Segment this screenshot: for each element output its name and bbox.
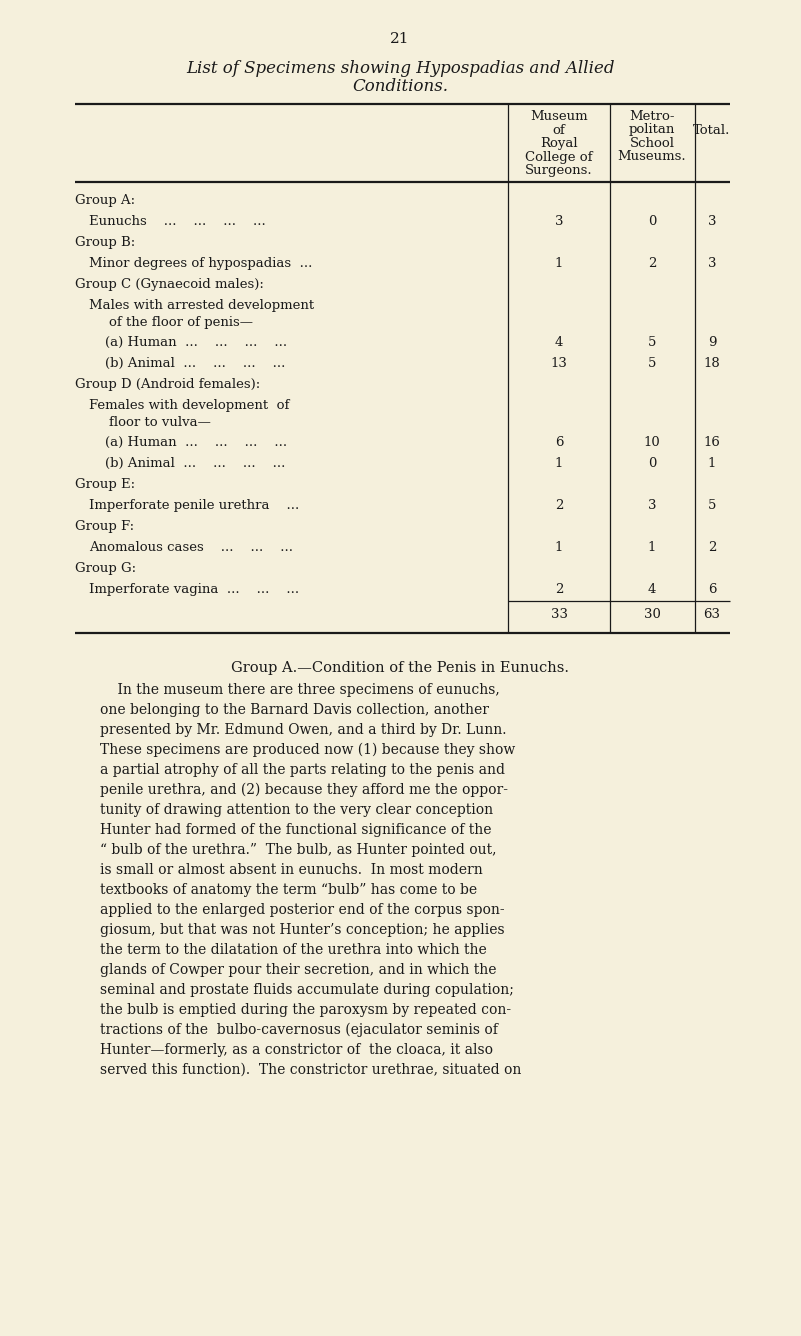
Text: Group E:: Group E:: [75, 478, 135, 492]
Text: presented by Mr. Edmund Owen, and a third by Dr. Lunn.: presented by Mr. Edmund Owen, and a thir…: [100, 723, 506, 737]
Text: 33: 33: [550, 608, 567, 621]
Text: 16: 16: [703, 436, 720, 449]
Text: 6: 6: [555, 436, 563, 449]
Text: Group C (Gynaecoid males):: Group C (Gynaecoid males):: [75, 278, 264, 291]
Text: Minor degrees of hypospadias  ...: Minor degrees of hypospadias ...: [89, 257, 312, 270]
Text: textbooks of anatomy the term “bulb” has come to be: textbooks of anatomy the term “bulb” has…: [100, 883, 477, 896]
Text: a partial atrophy of all the parts relating to the penis and: a partial atrophy of all the parts relat…: [100, 763, 505, 778]
Text: These specimens are produced now (1) because they show: These specimens are produced now (1) bec…: [100, 743, 515, 758]
Text: 2: 2: [555, 500, 563, 512]
Text: floor to vulva—: floor to vulva—: [109, 415, 211, 429]
Text: tractions of the  bulbo-cavernosus (ejaculator seminis of: tractions of the bulbo-cavernosus (ejacu…: [100, 1023, 498, 1037]
Text: In the museum there are three specimens of eunuchs,: In the museum there are three specimens …: [100, 683, 500, 697]
Text: one belonging to the Barnard Davis collection, another: one belonging to the Barnard Davis colle…: [100, 703, 489, 717]
Text: applied to the enlarged posterior end of the corpus spon-: applied to the enlarged posterior end of…: [100, 903, 505, 916]
Text: (a) Human  ...    ...    ...    ...: (a) Human ... ... ... ...: [105, 436, 287, 449]
Text: 3: 3: [555, 215, 563, 228]
Text: Anomalous cases    ...    ...    ...: Anomalous cases ... ... ...: [89, 541, 293, 554]
Text: 6: 6: [708, 582, 716, 596]
Text: 18: 18: [703, 357, 720, 370]
Text: tunity of drawing attention to the very clear conception: tunity of drawing attention to the very …: [100, 803, 493, 818]
Text: Hunter had formed of the functional significance of the: Hunter had formed of the functional sign…: [100, 823, 492, 836]
Text: Surgeons.: Surgeons.: [525, 164, 593, 176]
Text: 0: 0: [648, 215, 656, 228]
Text: School: School: [630, 138, 674, 150]
Text: 4: 4: [555, 335, 563, 349]
Text: Royal: Royal: [540, 138, 578, 150]
Text: the bulb is emptied during the paroxysm by repeated con-: the bulb is emptied during the paroxysm …: [100, 1003, 511, 1017]
Text: Group B:: Group B:: [75, 236, 135, 248]
Text: 5: 5: [708, 500, 716, 512]
Text: the term to the dilatation of the urethra into which the: the term to the dilatation of the urethr…: [100, 943, 487, 957]
Text: Group G:: Group G:: [75, 562, 136, 574]
Text: (b) Animal  ...    ...    ...    ...: (b) Animal ... ... ... ...: [105, 457, 285, 470]
Text: 10: 10: [644, 436, 660, 449]
Text: 21: 21: [390, 32, 410, 45]
Text: seminal and prostate fluids accumulate during copulation;: seminal and prostate fluids accumulate d…: [100, 983, 514, 997]
Text: 0: 0: [648, 457, 656, 470]
Text: 5: 5: [648, 357, 656, 370]
Text: 1: 1: [648, 541, 656, 554]
Text: Imperforate vagina  ...    ...    ...: Imperforate vagina ... ... ...: [89, 582, 299, 596]
Text: glands of Cowper pour their secretion, and in which the: glands of Cowper pour their secretion, a…: [100, 963, 497, 977]
Text: Group F:: Group F:: [75, 520, 134, 533]
Text: Museum: Museum: [530, 110, 588, 123]
Text: 2: 2: [708, 541, 716, 554]
Text: 1: 1: [708, 457, 716, 470]
Text: 3: 3: [648, 500, 656, 512]
Text: 1: 1: [555, 541, 563, 554]
Text: 2: 2: [648, 257, 656, 270]
Text: “ bulb of the urethra.”  The bulb, as Hunter pointed out,: “ bulb of the urethra.” The bulb, as Hun…: [100, 843, 497, 856]
Text: 63: 63: [703, 608, 721, 621]
Text: 1: 1: [555, 457, 563, 470]
Text: Conditions.: Conditions.: [352, 77, 448, 95]
Text: Hunter—formerly, as a constrictor of  the cloaca, it also: Hunter—formerly, as a constrictor of the…: [100, 1043, 493, 1057]
Text: 5: 5: [648, 335, 656, 349]
Text: Group D (Android females):: Group D (Android females):: [75, 378, 260, 391]
Text: Imperforate penile urethra    ...: Imperforate penile urethra ...: [89, 500, 300, 512]
Text: Eunuchs    ...    ...    ...    ...: Eunuchs ... ... ... ...: [89, 215, 266, 228]
Text: Group A.—Condition of the Penis in Eunuchs.: Group A.—Condition of the Penis in Eunuc…: [231, 661, 569, 675]
Text: 13: 13: [550, 357, 567, 370]
Text: politan: politan: [629, 123, 675, 136]
Text: List of Specimens showing Hypospadias and Allied: List of Specimens showing Hypospadias an…: [186, 60, 614, 77]
Text: 3: 3: [708, 215, 716, 228]
Text: is small or almost absent in eunuchs.  In most modern: is small or almost absent in eunuchs. In…: [100, 863, 483, 876]
Text: giosum, but that was not Hunter’s conception; he applies: giosum, but that was not Hunter’s concep…: [100, 923, 505, 937]
Text: 4: 4: [648, 582, 656, 596]
Text: 2: 2: [555, 582, 563, 596]
Text: Museums.: Museums.: [618, 151, 686, 163]
Text: of the floor of penis—: of the floor of penis—: [109, 317, 253, 329]
Text: served this function).  The constrictor urethrae, situated on: served this function). The constrictor u…: [100, 1063, 521, 1077]
Text: (b) Animal  ...    ...    ...    ...: (b) Animal ... ... ... ...: [105, 357, 285, 370]
Text: 1: 1: [555, 257, 563, 270]
Text: (a) Human  ...    ...    ...    ...: (a) Human ... ... ... ...: [105, 335, 287, 349]
Text: Males with arrested development: Males with arrested development: [89, 299, 314, 313]
Text: College of: College of: [525, 151, 593, 163]
Text: Metro-: Metro-: [630, 110, 674, 123]
Text: 9: 9: [708, 335, 716, 349]
Text: Group A:: Group A:: [75, 194, 135, 207]
Text: 30: 30: [643, 608, 661, 621]
Text: penile urethra, and (2) because they afford me the oppor-: penile urethra, and (2) because they aff…: [100, 783, 508, 798]
Text: Total.: Total.: [694, 123, 731, 136]
Text: Females with development  of: Females with development of: [89, 399, 289, 411]
Text: 3: 3: [708, 257, 716, 270]
Text: of: of: [553, 123, 566, 136]
